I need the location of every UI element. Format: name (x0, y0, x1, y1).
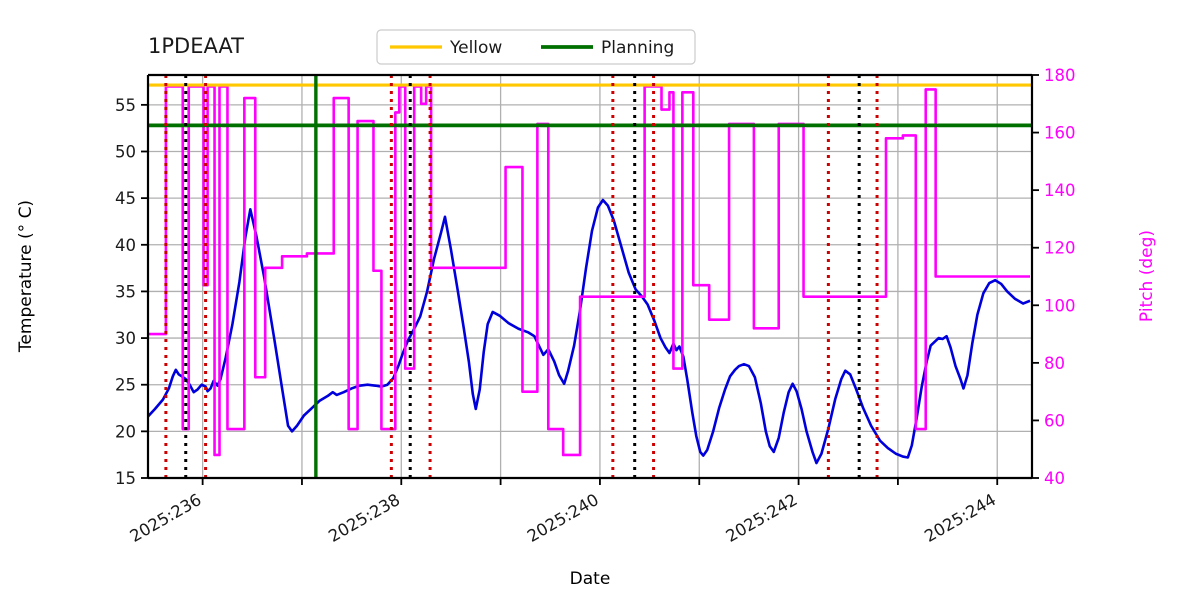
y-tick-label-right: 120 (1044, 239, 1076, 258)
y-tick-label-right: 60 (1044, 411, 1065, 430)
y-tick-label-left: 45 (115, 189, 136, 208)
legend: Yellow Planning (376, 29, 696, 65)
y-tick-label-left: 35 (115, 282, 136, 301)
legend-box (376, 29, 696, 65)
limit-lines-group (148, 83, 1032, 128)
y-tick-label-right: 80 (1044, 354, 1065, 373)
y-tick-label-left: 30 (115, 329, 136, 348)
legend-label-yellow: Yellow (449, 38, 502, 58)
axis-spines (146, 73, 1034, 480)
y-tick-label-left: 50 (115, 142, 136, 161)
y-tick-label-left: 40 (115, 236, 136, 255)
y-tick-label-right: 40 (1044, 469, 1065, 488)
x-axis-label: Date (570, 569, 611, 589)
y-tick-label-left: 25 (115, 376, 136, 395)
y-axis-label-right: Pitch (deg) (1137, 230, 1157, 322)
y-tick-label-left: 55 (115, 96, 136, 115)
event-vertical-lines-group (164, 75, 879, 478)
y-tick-label-right: 180 (1044, 66, 1076, 85)
y-tick-label-right: 100 (1044, 296, 1076, 315)
y-tick-label-left: 15 (115, 469, 136, 488)
chart-title: 1PDEAAT (148, 34, 244, 58)
y-tick-label-right: 160 (1044, 124, 1076, 143)
legend-label-planning: Planning (601, 38, 674, 58)
y-tick-label-left: 20 (115, 422, 136, 441)
data-series-group (147, 85, 1031, 465)
y-tick-label-right: 140 (1044, 181, 1076, 200)
series-line-pitch (148, 85, 1031, 457)
y-axis-label-left: Temperature (° C) (16, 200, 36, 353)
series-line-temperature (147, 198, 1031, 465)
axis-ticks (141, 74, 1039, 485)
